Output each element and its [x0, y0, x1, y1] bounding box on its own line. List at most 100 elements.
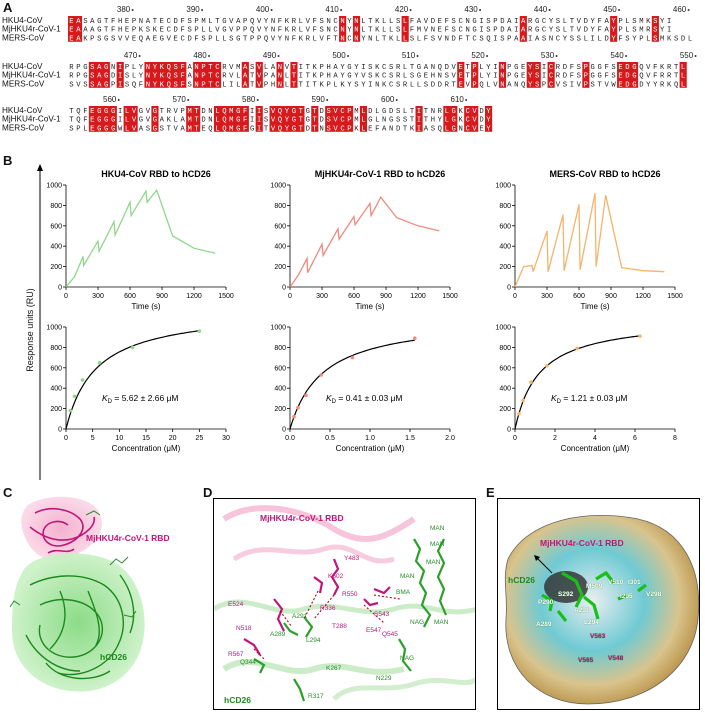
y-tick-label: 200	[499, 406, 511, 413]
conserved-column	[498, 62, 507, 88]
x-tick-label: 0	[64, 435, 68, 442]
residue-char: G	[514, 64, 518, 72]
y-axis-label: Response units (RU)	[25, 288, 35, 372]
e-groove	[544, 571, 588, 603]
residue-char: K	[313, 73, 318, 81]
residue-char: A	[97, 81, 102, 89]
residue-label: Y483	[344, 555, 360, 562]
residue-char: S	[570, 35, 574, 43]
residue-char: V	[174, 125, 179, 133]
residue-char: A	[76, 27, 81, 35]
residue-char: N	[340, 27, 344, 35]
x-tick-label: 1200	[186, 293, 202, 300]
residue-char: E	[521, 64, 525, 72]
residue-char: L	[333, 81, 337, 89]
residue-char: R	[167, 108, 172, 116]
residue-char: I	[542, 64, 546, 72]
conserved-column	[207, 62, 215, 88]
residue-char: C	[181, 35, 186, 43]
residue-char: Y	[611, 35, 616, 43]
residue-char: P	[584, 73, 588, 81]
sequence-name: HKU4-CoV	[2, 62, 43, 71]
residue-char: Q	[139, 35, 143, 43]
residue-char: L	[417, 35, 421, 43]
residue-char: N	[194, 73, 198, 81]
residue-char: Y	[528, 64, 533, 72]
residue-char: S	[431, 35, 435, 43]
residue-char: V	[577, 18, 582, 26]
position-dot	[465, 99, 468, 101]
residue-char: N	[549, 35, 553, 43]
residue-char: K	[285, 27, 290, 35]
residue-char: F	[243, 108, 247, 116]
residue-char: T	[674, 73, 679, 81]
residue-char: R	[222, 73, 227, 81]
residue-label: Q344	[240, 659, 256, 666]
residue-char: I	[667, 18, 671, 26]
residue-char: P	[493, 27, 497, 35]
residue-char: V	[646, 73, 651, 81]
residue-char: Y	[660, 27, 665, 35]
y-tick-label: 800	[50, 203, 62, 210]
conserved-column	[95, 62, 103, 88]
residue-char: T	[424, 108, 429, 116]
data-point	[350, 355, 355, 360]
residue-char: G	[632, 73, 636, 81]
residue-char: F	[83, 117, 87, 125]
conserved-column	[269, 106, 277, 132]
residue-char: K	[375, 64, 380, 72]
residue-char: L	[208, 27, 212, 35]
residue-char: I	[257, 125, 261, 133]
residue-char: S	[632, 27, 636, 35]
residue-char: N	[354, 18, 358, 26]
residue-char: S	[69, 125, 73, 133]
residue-char: S	[396, 18, 400, 26]
residue-char: L	[403, 35, 407, 43]
residue-char: D	[452, 35, 456, 43]
position-dot	[479, 9, 482, 11]
conserved-column	[116, 62, 124, 88]
residue-char: G	[306, 108, 310, 116]
x-axis-label: Time (s)	[580, 302, 609, 311]
y-tick-label: 600	[50, 223, 62, 230]
residue-char: K	[375, 73, 380, 81]
residue-char: L	[361, 108, 365, 116]
residue-char: C	[340, 125, 345, 133]
residue-char: D	[563, 73, 567, 81]
e-receptor-label: hCD26	[508, 575, 535, 585]
position-label: 440	[534, 5, 548, 14]
residue-char: A	[424, 64, 429, 72]
position-dot	[201, 9, 204, 11]
x-axis-label: Concentration (μM)	[112, 444, 181, 453]
conserved-column	[151, 62, 159, 88]
residue-char: T	[153, 18, 158, 26]
residue-char: N	[146, 64, 150, 72]
surface-residue-label: V298	[646, 591, 662, 598]
residue-char: G	[222, 27, 226, 35]
position-label: 390	[186, 5, 200, 14]
residue-char: M	[229, 108, 233, 116]
residue-char: S	[83, 18, 87, 26]
panel-letter-b: B	[3, 153, 13, 168]
residue-char: L	[681, 73, 685, 81]
residue-char: D	[563, 64, 567, 72]
residue-char: C	[459, 27, 464, 35]
residue-char: A	[83, 27, 88, 35]
residue-char: N	[271, 27, 275, 35]
position-label: 510	[402, 51, 416, 60]
position-dot	[131, 9, 134, 11]
residue-char: S	[90, 64, 94, 72]
y-tick-label: 0	[58, 285, 62, 292]
residue-char: S	[90, 73, 94, 81]
residue-char: V	[438, 35, 443, 43]
residue-char: R	[556, 73, 561, 81]
residue-char: C	[472, 35, 477, 43]
x-tick-label: 6	[633, 435, 637, 442]
residue-char: T	[368, 18, 373, 26]
residue-char: P	[507, 35, 511, 43]
residue-char: F	[410, 18, 414, 26]
residue-char: H	[431, 73, 435, 81]
residue-char: D	[604, 35, 608, 43]
conserved-column	[95, 106, 103, 132]
residue-char: L	[403, 108, 407, 116]
